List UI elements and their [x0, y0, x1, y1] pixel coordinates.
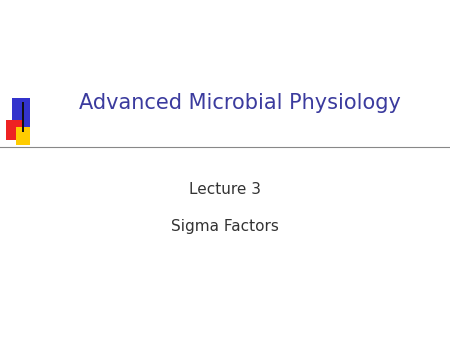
- Text: Lecture 3: Lecture 3: [189, 182, 261, 197]
- Bar: [16, 127, 30, 145]
- Bar: [22, 102, 24, 132]
- Text: Advanced Microbial Physiology: Advanced Microbial Physiology: [79, 93, 401, 113]
- Bar: [6, 120, 22, 140]
- Bar: [12, 98, 30, 128]
- Text: Sigma Factors: Sigma Factors: [171, 219, 279, 234]
